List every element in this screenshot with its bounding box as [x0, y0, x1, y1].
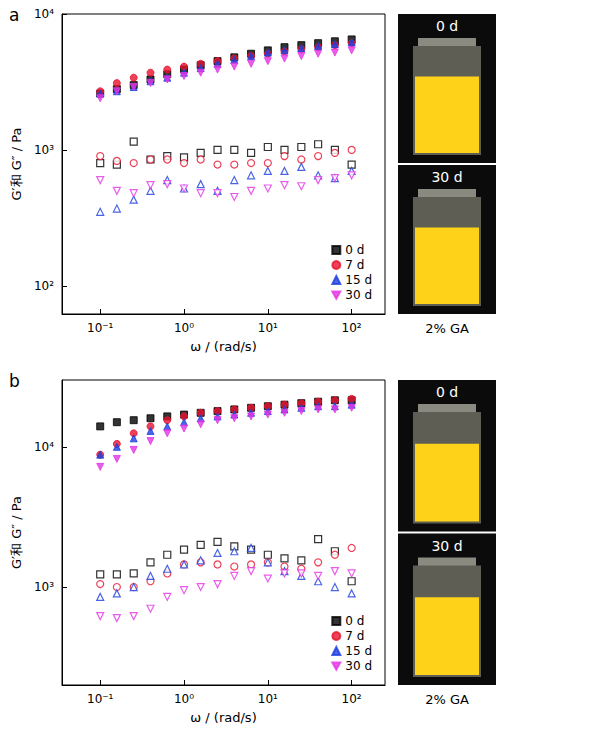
svg-text:30 d: 30 d	[431, 538, 462, 554]
svg-text:0 d: 0 d	[436, 384, 458, 400]
svg-text:10⁻¹: 10⁻¹	[87, 321, 114, 335]
svg-text:10¹: 10¹	[258, 321, 278, 335]
svg-text:2% GA: 2% GA	[425, 692, 469, 707]
svg-text:G′和 G″ / Pa: G′和 G″ / Pa	[9, 128, 24, 201]
svg-text:10⁰: 10⁰	[174, 692, 194, 706]
svg-text:b: b	[9, 371, 20, 391]
svg-text:30 d: 30 d	[345, 288, 372, 302]
svg-text:10⁰: 10⁰	[174, 321, 194, 335]
svg-text:10⁴: 10⁴	[34, 7, 54, 21]
svg-text:2% GA: 2% GA	[425, 321, 469, 336]
svg-text:7 d: 7 d	[345, 629, 364, 643]
svg-text:15 d: 15 d	[345, 273, 372, 287]
svg-text:ω / (rad/s): ω / (rad/s)	[190, 710, 256, 725]
svg-text:0 d: 0 d	[436, 18, 458, 34]
svg-text:0 d: 0 d	[345, 243, 364, 257]
svg-text:10⁴: 10⁴	[34, 440, 54, 454]
svg-text:a: a	[9, 5, 19, 25]
svg-text:10⁻¹: 10⁻¹	[87, 692, 114, 706]
svg-text:15 d: 15 d	[345, 644, 372, 658]
svg-text:10²: 10²	[34, 279, 54, 293]
svg-text:30 d: 30 d	[345, 659, 372, 673]
svg-text:10³: 10³	[34, 580, 54, 594]
svg-text:7 d: 7 d	[345, 258, 364, 272]
svg-text:10²: 10²	[342, 692, 362, 706]
svg-text:10¹: 10¹	[258, 692, 278, 706]
svg-text:G′和 G″ / Pa: G′和 G″ / Pa	[9, 496, 24, 569]
svg-text:10²: 10²	[342, 321, 362, 335]
svg-text:ω / (rad/s): ω / (rad/s)	[190, 339, 256, 354]
svg-text:30 d: 30 d	[431, 169, 462, 185]
svg-text:0 d: 0 d	[345, 614, 364, 628]
svg-text:10³: 10³	[34, 143, 54, 157]
